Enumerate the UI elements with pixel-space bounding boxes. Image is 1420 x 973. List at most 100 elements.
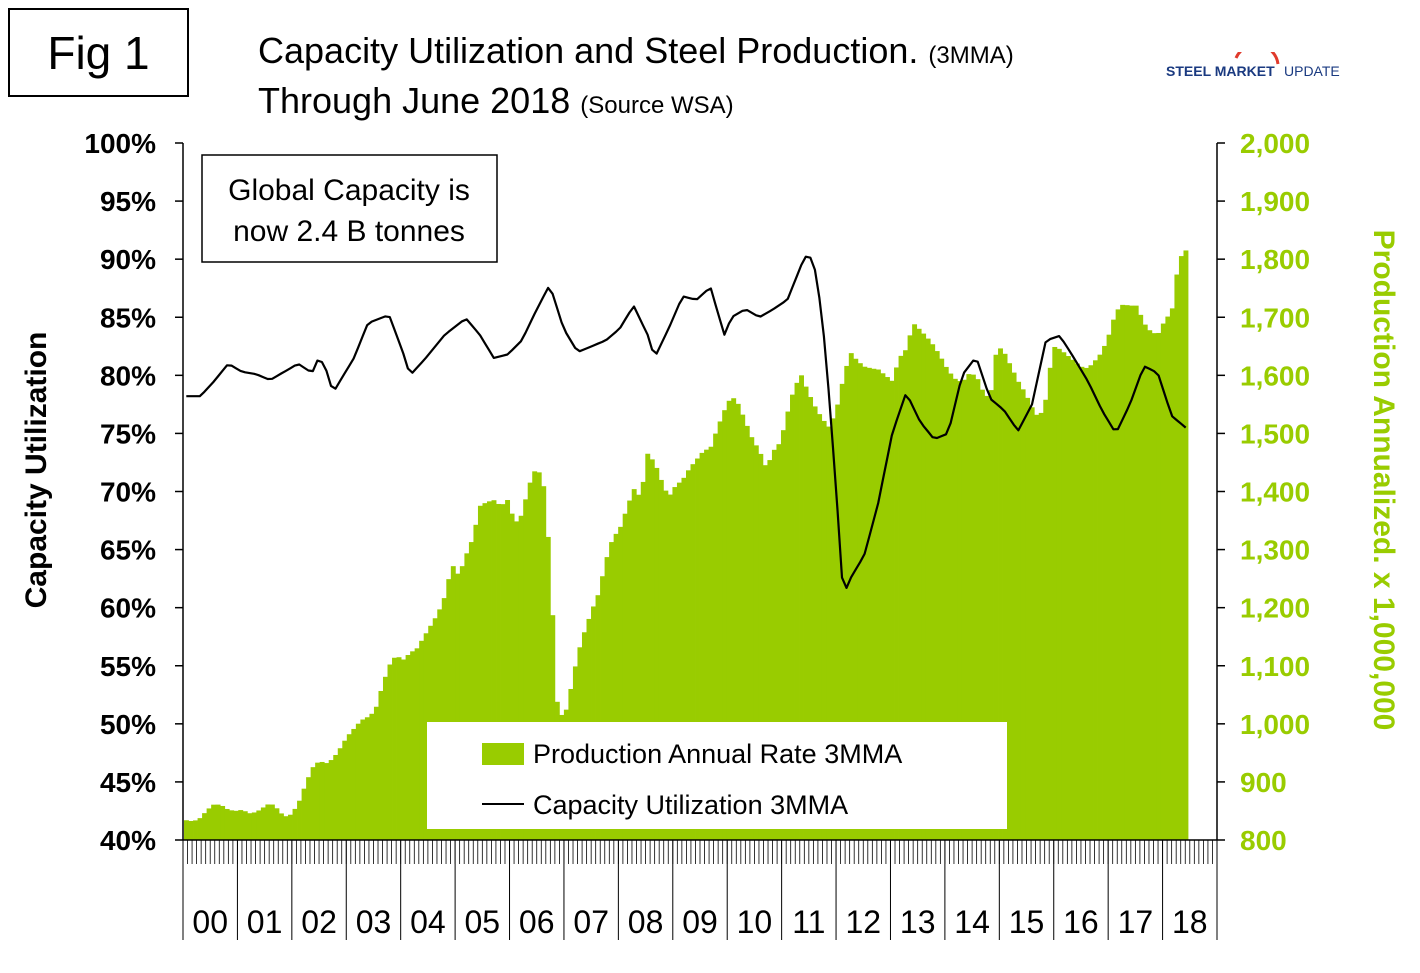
- production-bar: [790, 394, 795, 840]
- production-bar: [364, 717, 370, 840]
- production-bar: [206, 808, 212, 840]
- annotation-box: Global Capacity is now 2.4 B tonnes: [201, 154, 498, 263]
- left-tick-label: 100%: [84, 128, 156, 159]
- production-bar: [468, 542, 474, 840]
- production-bar: [224, 808, 230, 840]
- production-bar: [1038, 412, 1044, 840]
- production-bar: [771, 449, 777, 840]
- production-bar: [894, 367, 899, 840]
- right-tick-label: 2,000: [1240, 128, 1310, 159]
- production-bar: [930, 344, 936, 840]
- right-tick-label: 1,700: [1240, 302, 1310, 333]
- production-bar: [970, 374, 976, 840]
- y-axis-title: Capacity Utilization: [20, 332, 53, 609]
- chart-subtitle-main: Through June 2018: [258, 80, 571, 121]
- production-bar: [966, 374, 972, 840]
- production-bar: [450, 566, 456, 840]
- production-bar: [242, 811, 248, 840]
- production-bar: [369, 713, 375, 840]
- right-tick-label: 1,900: [1240, 186, 1310, 217]
- production-bar: [446, 579, 452, 840]
- right-tick-label: 900: [1240, 767, 1287, 798]
- production-bar: [948, 373, 954, 840]
- production-bar: [1115, 309, 1121, 840]
- right-tick-label: 1,600: [1240, 360, 1310, 391]
- production-bar: [1124, 305, 1130, 840]
- production-bar: [378, 690, 384, 840]
- production-bar: [1025, 397, 1031, 840]
- production-bar: [297, 800, 302, 840]
- production-bar: [826, 426, 832, 840]
- production-bar: [880, 373, 886, 840]
- logo-arc-icon: [1234, 52, 1280, 65]
- production-bar: [487, 501, 492, 840]
- left-tick-label: 70%: [100, 477, 156, 508]
- production-bar: [762, 465, 768, 840]
- legend-label-utilization: Capacity Utilization 3MMA: [533, 790, 848, 820]
- production-bar: [1097, 354, 1103, 840]
- production-bar: [401, 659, 406, 840]
- right-tick-label: 1,200: [1240, 593, 1310, 624]
- production-bar: [844, 365, 850, 840]
- year-label: 13: [900, 904, 936, 940]
- right-tick-label: 1,800: [1240, 244, 1310, 275]
- production-bar: [1011, 372, 1017, 840]
- production-bar: [1083, 367, 1089, 840]
- production-bar: [310, 767, 316, 840]
- production-bar: [812, 406, 818, 840]
- production-bar: [215, 804, 221, 840]
- right-tick-label: 1,400: [1240, 477, 1310, 508]
- production-bar: [704, 449, 710, 840]
- production-bar: [862, 366, 868, 840]
- legend-frame: [427, 722, 1007, 829]
- production-bar: [839, 383, 845, 840]
- production-bar: [717, 421, 723, 840]
- right-tick-label: 1,300: [1240, 535, 1310, 566]
- year-label: 09: [682, 904, 718, 940]
- left-tick-label: 75%: [100, 418, 156, 449]
- production-bar: [785, 411, 791, 840]
- production-bar: [595, 595, 601, 840]
- production-bar: [681, 477, 687, 840]
- legend-bar-swatch: [482, 743, 524, 765]
- production-bar: [482, 503, 488, 840]
- year-label: 11: [792, 904, 825, 940]
- production-bar: [903, 350, 908, 840]
- production-bar: [939, 358, 945, 840]
- production-bar: [423, 633, 429, 840]
- production-bar: [419, 640, 425, 840]
- production-bar: [1047, 367, 1053, 840]
- production-bar: [355, 723, 361, 840]
- production-bar: [500, 504, 506, 840]
- production-bar: [441, 598, 447, 840]
- production-bar: [256, 810, 262, 840]
- production-bar: [351, 728, 357, 840]
- production-bar: [247, 813, 253, 840]
- right-tick-label: 1,500: [1240, 418, 1310, 449]
- year-label: 04: [410, 904, 446, 940]
- production-bar: [1007, 363, 1013, 840]
- production-bar: [1043, 399, 1049, 840]
- right-tick-label: 1,000: [1240, 709, 1310, 740]
- year-label: 00: [192, 904, 228, 940]
- production-bar: [405, 655, 411, 840]
- production-bar: [477, 505, 483, 840]
- production-bar: [1165, 316, 1171, 840]
- production-bar: [1183, 250, 1189, 840]
- y2-axis-title: Production Annualized. x 1,000,000: [1367, 230, 1400, 731]
- production-bar: [464, 553, 470, 840]
- left-tick-label: 65%: [100, 535, 156, 566]
- chart-title-note: (3MMA): [928, 42, 1014, 69]
- production-bar: [821, 420, 827, 840]
- production-bar: [1093, 360, 1098, 840]
- production-bar: [1029, 407, 1035, 840]
- production-bar: [333, 754, 339, 840]
- production-bar: [220, 805, 226, 840]
- left-tick-label: 55%: [100, 651, 156, 682]
- production-bar: [767, 460, 773, 840]
- logo-word-1: STEEL MARKET: [1166, 63, 1275, 79]
- annotation-frame: [201, 154, 498, 263]
- production-bar: [342, 740, 348, 840]
- production-bar: [1070, 359, 1076, 840]
- figure-label: Fig 1: [47, 26, 150, 79]
